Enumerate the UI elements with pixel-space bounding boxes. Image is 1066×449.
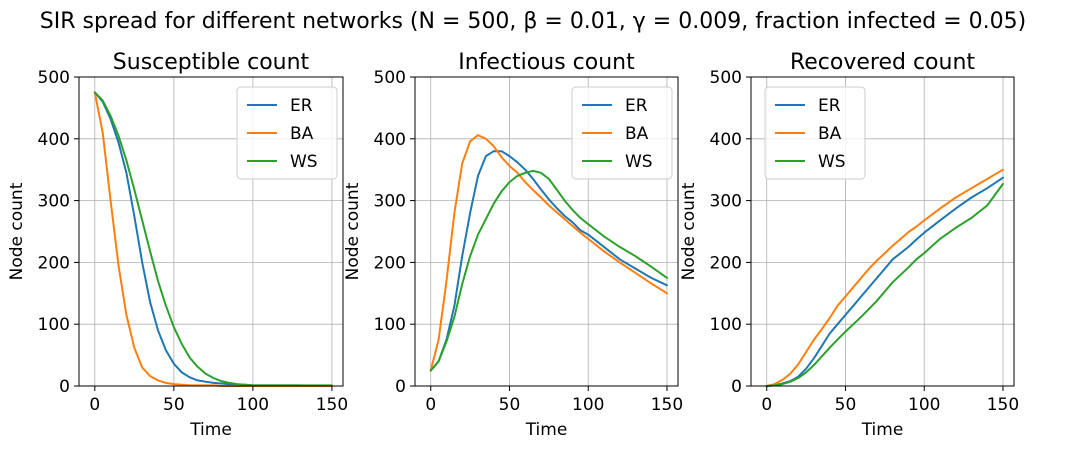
y-tick-label: 400 [710,130,742,150]
y-tick-label: 100 [710,315,742,335]
legend-label-ba: BA [290,124,314,144]
legend-label-ws: WS [625,152,653,172]
x-tick-label: 0 [761,395,772,415]
y-axis-label: Node count [343,182,363,280]
y-axis-label: Node count [7,182,27,280]
x-tick-label: 100 [908,395,940,415]
x-axis-label: Time [861,420,904,440]
axes-frame [78,76,344,387]
y-tick-label: 300 [374,192,406,212]
legend-label-ws: WS [290,152,318,172]
x-axis-label: Time [525,420,568,440]
legend-label-er: ER [818,96,841,116]
y-axis-label: Node count [679,182,699,280]
legend-label-ba: BA [818,124,842,144]
axes-frame [414,76,679,387]
y-tick-label: 400 [38,130,70,150]
panel-infectious: 0 50 100 150 0 100 200 300 400 500 Infectious coun… [343,50,683,440]
chart-title: Infectious count [458,50,635,75]
y-tick-label: 0 [731,377,742,397]
y-tick-label: 300 [38,192,70,212]
y-tick-label: 500 [374,68,406,88]
legend: ER BA WS [764,86,866,180]
series-line-ws [765,182,1004,387]
y-tick-label: 500 [710,68,742,88]
panel-recovered: 0 50 100 150 0 100 200 300 400 500 Recovered count… [679,50,1019,440]
legend-box [236,86,338,180]
y-tick-label: 0 [59,377,70,397]
legend-box [764,86,866,180]
x-tick-label: 150 [987,395,1019,415]
x-tick-label: 50 [835,395,857,415]
x-tick-label: 50 [163,395,185,415]
y-tick-label: 0 [395,377,406,397]
legend-label-er: ER [625,96,648,116]
x-axis-label: Time [189,420,232,440]
x-tick-label: 100 [572,395,604,415]
series-line-ba [429,134,668,372]
y-tick-label: 200 [38,253,70,273]
y-tick-label: 100 [374,315,406,335]
chart-title: Recovered count [790,50,975,75]
y-tick-label: 200 [374,253,406,273]
y-tick-label: 400 [374,130,406,150]
y-tick-label: 200 [710,253,742,273]
legend-label-ws: WS [818,152,846,172]
y-tick-label: 100 [38,315,70,335]
x-tick-label: 150 [316,395,348,415]
series-line-ba [765,168,1004,387]
series-line-ws [93,91,333,387]
axes-frame [750,76,1015,387]
legend-box [571,86,673,180]
legend: ER BA WS [236,86,338,180]
panel-susceptible: 0 50 100 150 0 100 200 300 400 500 Susceptible cou… [7,50,348,440]
x-tick-label: 150 [651,395,683,415]
legend: ER BA WS [571,86,673,180]
x-tick-label: 100 [237,395,269,415]
x-tick-label: 0 [89,395,100,415]
legend-label-er: ER [290,96,313,116]
series-line-er [429,150,668,372]
series-line-er [765,176,1004,387]
y-tick-label: 500 [38,68,70,88]
figure-suptitle: SIR spread for different networks (N = 5… [40,9,1027,34]
y-tick-label: 300 [710,192,742,212]
x-tick-label: 0 [425,395,436,415]
x-tick-label: 50 [499,395,521,415]
legend-label-ba: BA [625,124,649,144]
series-line-ws [429,169,668,372]
chart-title: Susceptible count [113,50,310,75]
